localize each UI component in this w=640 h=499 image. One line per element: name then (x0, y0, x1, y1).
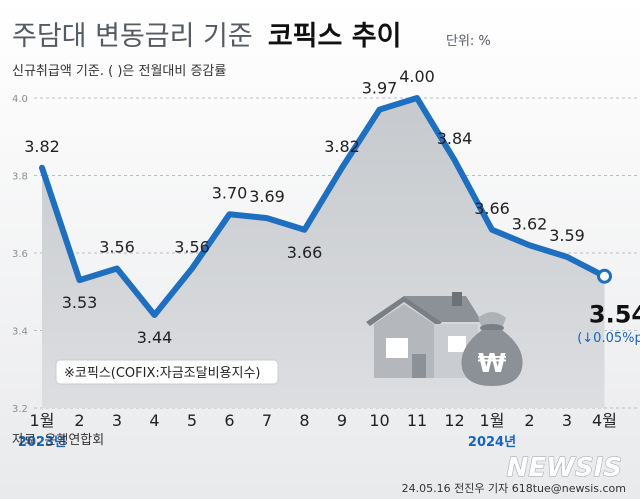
y-tick-label: 4.0 (12, 94, 28, 105)
data-point (302, 227, 307, 233)
data-label: 3.70 (212, 183, 248, 202)
x-tick-label: 1월 (480, 411, 505, 430)
data-label: 3.82 (324, 137, 360, 156)
data-label: 3.62 (512, 214, 548, 233)
data-label: 3.54 (589, 300, 640, 328)
y-tick-label: 3.4 (12, 327, 28, 338)
data-point (227, 211, 232, 217)
x-tick-label: 8 (299, 411, 309, 430)
cofix-note: ※코픽스(COFIX:자금조달비용지수) (55, 359, 279, 385)
y-tick-label: 3.8 (12, 172, 28, 183)
x-tick-label: 9 (337, 411, 347, 430)
series-line (39, 95, 608, 318)
data-label: 3.66 (474, 199, 510, 218)
credit-text: 24.05.16 전진우 기자 618tue@newsis.com (402, 482, 626, 495)
year-label: 2023년 (18, 435, 66, 450)
x-tick-label: 3 (562, 411, 572, 430)
year-labels: 2023년 2024년 (18, 435, 516, 450)
x-axis-ticks: 1월 2 3 4 5 6 7 8 9 10 11 12 1월 2 3 4월 (30, 411, 617, 430)
data-point (114, 266, 120, 271)
y-tick-label: 3.6 (12, 249, 28, 260)
last-change-label: (↓0.05%p) (577, 331, 640, 346)
x-tick-label: 1월 (30, 411, 55, 430)
data-point (564, 254, 570, 260)
watermark-logo: NEWSIS (507, 453, 622, 483)
data-label: 3.56 (99, 238, 135, 257)
x-tick-label: 7 (262, 411, 272, 430)
data-point (77, 277, 82, 283)
data-label: 3.66 (287, 243, 323, 262)
x-tick-label: 6 (224, 411, 234, 430)
chart-title: 주담대 변동금리 기준 코픽스 추이 (12, 21, 401, 52)
x-tick-label: 10 (369, 411, 389, 430)
svg-text:₩: ₩ (478, 349, 507, 379)
data-point (414, 95, 420, 101)
unit-label: 단위: % (446, 34, 491, 49)
x-tick-label: 2 (524, 411, 534, 430)
data-point (527, 242, 532, 248)
data-label: 3.97 (362, 79, 398, 98)
money-bag-icon: ₩ (461, 312, 523, 386)
data-point (152, 312, 157, 318)
x-tick-label: 3 (112, 411, 122, 430)
x-tick-label: 12 (444, 411, 464, 430)
data-label: 3.53 (62, 293, 98, 312)
data-label: 3.44 (137, 328, 173, 347)
data-point (264, 215, 270, 221)
data-label: 3.56 (174, 238, 210, 257)
data-points (39, 95, 612, 318)
data-label: 4.00 (399, 67, 435, 86)
last-data-point (597, 268, 612, 284)
data-point (189, 266, 195, 271)
x-tick-label: 2 (74, 411, 84, 430)
y-tick-label: 3.2 (12, 404, 28, 415)
series-line-path (39, 95, 608, 318)
x-tick-label: 5 (187, 411, 197, 430)
data-label: 3.59 (549, 226, 585, 245)
data-label: 3.82 (24, 137, 60, 156)
year-label: 2024년 (468, 435, 516, 450)
x-tick-label: 4 (149, 411, 159, 430)
y-axis-ticks: 3.2 3.4 3.6 3.8 4.0 (12, 94, 28, 415)
data-label: 3.69 (249, 187, 285, 206)
x-tick-label: 4월 (592, 411, 617, 430)
data-labels: 3.82 3.53 3.56 3.44 3.56 3.70 3.69 3.66 3.82 3.97… (24, 67, 640, 347)
data-label: 3.84 (437, 129, 473, 148)
chart-subtitle: 신규취급액 기준. ( )은 전월대비 증감률 (12, 64, 226, 79)
data-point (39, 165, 45, 171)
source-text: 자료: 은행연합회 (12, 432, 104, 448)
data-point (452, 157, 457, 163)
house-icon (366, 292, 482, 378)
data-point (377, 107, 382, 113)
x-tick-label: 11 (407, 411, 427, 430)
note-text: ※코픽스(COFIX:자금조달비용지수) (64, 366, 261, 381)
data-point (489, 227, 495, 233)
data-point (339, 165, 345, 171)
